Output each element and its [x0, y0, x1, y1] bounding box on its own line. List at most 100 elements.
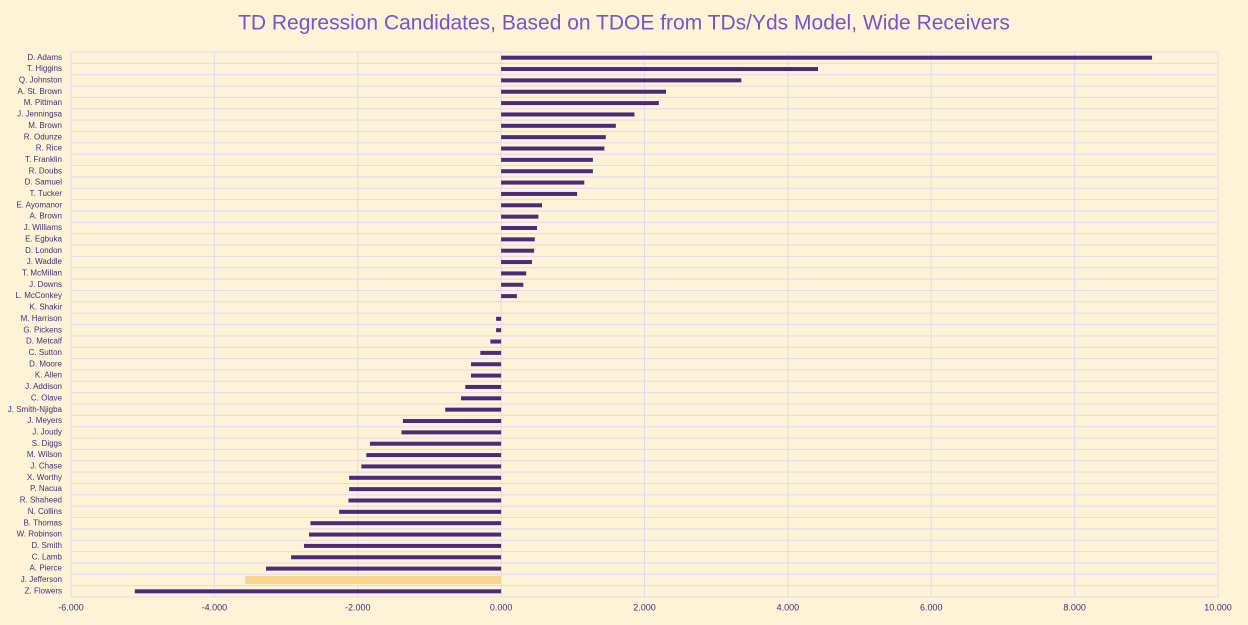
bar — [348, 498, 502, 503]
y-tick-label: E. Egbuka — [25, 234, 62, 243]
bar — [471, 362, 502, 367]
y-tick-label: D. Smith — [31, 541, 62, 550]
y-tick-label: G. Pickens — [23, 325, 62, 334]
y-tick-label: B. Thomas — [23, 518, 62, 527]
bar — [361, 464, 502, 469]
y-tick-label: R. Doubs — [29, 166, 62, 175]
bar — [501, 260, 532, 265]
y-tick-label: J. Chase — [30, 462, 62, 471]
y-tick-label: J. Meyers — [27, 416, 62, 425]
bar — [501, 225, 537, 230]
y-tick-label: N. Collins — [28, 507, 62, 516]
x-tick-label: 2.000 — [633, 602, 656, 612]
x-tick-label: -4.000 — [202, 602, 228, 612]
bar — [366, 453, 502, 458]
bar — [402, 419, 502, 424]
bar — [303, 543, 502, 548]
bar — [501, 89, 667, 94]
y-tick-label: C. Lamb — [32, 552, 63, 561]
bar — [480, 350, 502, 355]
bar — [369, 441, 502, 446]
y-tick-label: M. Harrison — [21, 314, 62, 323]
bar — [401, 430, 502, 435]
bar — [501, 112, 635, 117]
bar — [291, 555, 502, 560]
bar — [501, 169, 593, 174]
y-tick-label: X. Worthy — [27, 473, 62, 482]
bar — [501, 146, 605, 151]
y-tick-label: T. Franklin — [25, 155, 62, 164]
y-tick-label: D. London — [25, 246, 62, 255]
bar — [134, 589, 502, 594]
bar — [445, 407, 502, 412]
y-tick-label: M. Pittman — [24, 98, 62, 107]
bar — [465, 384, 502, 389]
bar — [471, 373, 502, 378]
y-tick-label: Z. Flowers — [25, 586, 62, 595]
bar — [349, 475, 502, 480]
bar — [496, 328, 502, 333]
y-tick-label: E. Ayomanor — [16, 200, 62, 209]
y-tick-label: R. Shaheed — [20, 496, 62, 505]
chart-title: TD Regression Candidates, Based on TDOE … — [238, 12, 1010, 35]
x-tick-label: -2.000 — [345, 602, 371, 612]
y-tick-label: T. Higgins — [27, 64, 62, 73]
x-tick-label: -6.000 — [58, 602, 84, 612]
x-tick-label: 10.000 — [1204, 602, 1232, 612]
bar — [490, 339, 502, 344]
y-tick-label: Q. Johnston — [19, 75, 62, 84]
y-tick-label: C. Olave — [31, 393, 63, 402]
y-tick-label: T. McMillan — [22, 269, 62, 278]
bar — [501, 135, 606, 140]
y-tick-label: J. Jefferson — [21, 575, 62, 584]
bar — [265, 566, 502, 571]
bar — [501, 248, 535, 253]
bar — [501, 55, 1153, 60]
y-tick-label: J. Addison — [25, 382, 62, 391]
bar — [349, 487, 502, 492]
y-tick-label: J. Smith-Njigba — [8, 405, 63, 414]
y-tick-label: M. Wilson — [27, 450, 62, 459]
y-tick-label: J. Waddle — [27, 257, 63, 266]
x-tick-label: 8.000 — [1063, 602, 1086, 612]
y-tick-label: J. Williams — [24, 223, 62, 232]
y-tick-label: K. Shakir — [30, 303, 63, 312]
x-tick-label: 4.000 — [777, 602, 800, 612]
y-tick-label: T. Tucker — [30, 189, 63, 198]
bar — [501, 78, 742, 83]
y-tick-label: R. Odunze — [24, 132, 63, 141]
bar — [339, 509, 502, 514]
y-tick-label: C. Sutton — [29, 348, 62, 357]
y-tick-label: L. McConkey — [15, 291, 62, 300]
y-tick-label: P. Nacua — [30, 484, 62, 493]
bar — [501, 180, 585, 185]
x-tick-label: 6.000 — [920, 602, 943, 612]
y-tick-label: R. Rice — [36, 144, 63, 153]
bar — [501, 191, 578, 196]
bar — [501, 157, 593, 162]
bar — [501, 214, 539, 219]
x-tick-label: 0.000 — [490, 602, 513, 612]
y-tick-label: A. Brown — [30, 212, 62, 221]
bar — [501, 101, 659, 106]
y-tick-label: A. Pierce — [30, 564, 63, 573]
bar — [501, 282, 524, 287]
bar — [501, 271, 527, 276]
bar — [501, 123, 616, 128]
bar — [501, 237, 535, 242]
bar — [310, 521, 502, 526]
y-tick-label: K. Allen — [35, 371, 62, 380]
y-tick-label: D. Samuel — [25, 178, 63, 187]
bar — [460, 396, 502, 401]
bar — [501, 203, 542, 208]
y-tick-label: J. Jenningsa — [17, 110, 62, 119]
y-tick-label: J. Joudy — [32, 427, 62, 436]
y-tick-label: D. Metcalf — [26, 337, 63, 346]
y-tick-label: J. Downs — [29, 280, 62, 289]
bar — [501, 294, 517, 299]
y-tick-label: W. Robinson — [17, 530, 62, 539]
y-tick-label: M. Brown — [28, 121, 62, 130]
y-tick-label: D. Adams — [27, 53, 62, 62]
